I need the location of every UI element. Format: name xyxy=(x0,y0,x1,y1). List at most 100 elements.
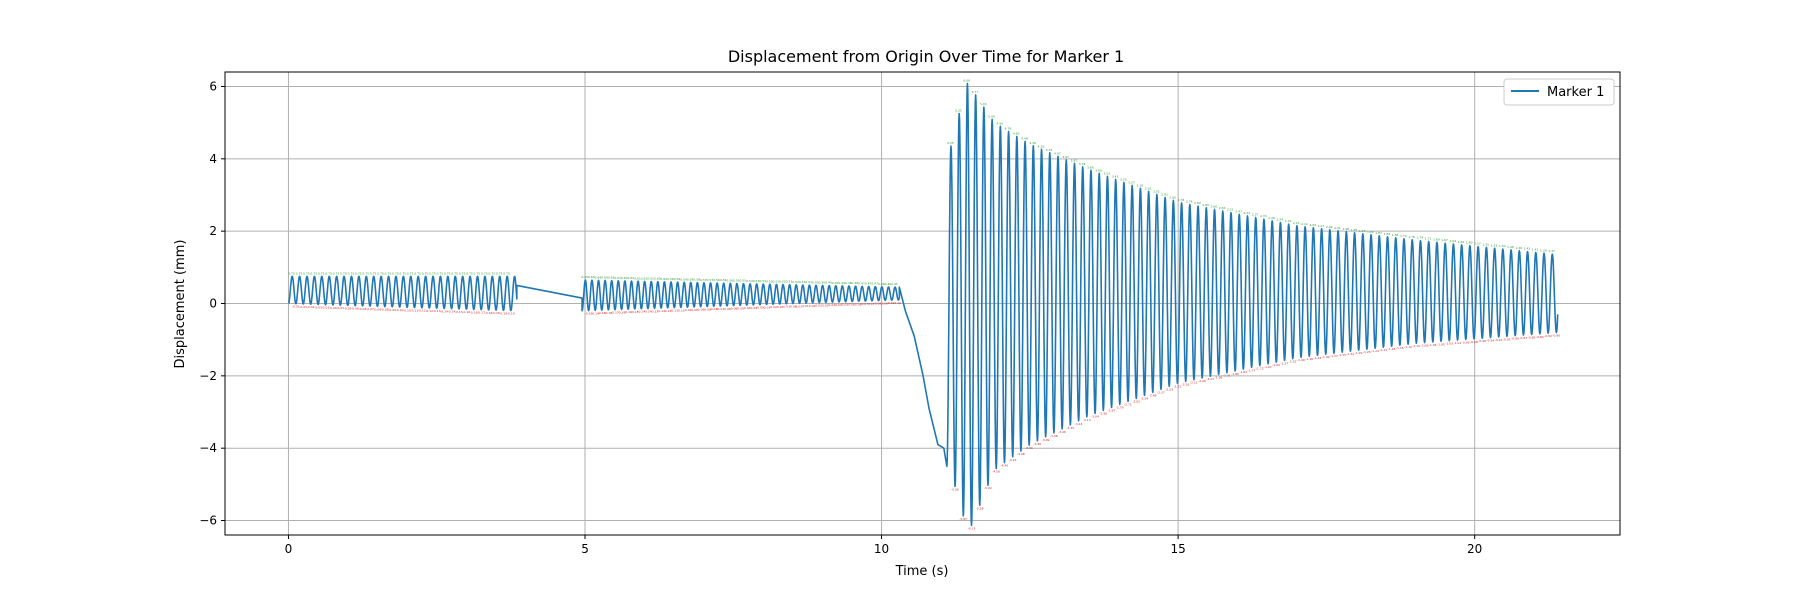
peak-marker: 1.50 xyxy=(1499,244,1506,248)
trough-marker: -0.11 xyxy=(677,308,685,312)
trough-marker: 0.04 xyxy=(835,303,842,307)
peak-marker: 5.43 xyxy=(980,102,987,106)
peak-marker: 1.98 xyxy=(1342,227,1349,231)
trough-marker: -2.29 xyxy=(1165,387,1173,391)
peak-marker: 3.68 xyxy=(1087,165,1094,169)
trough-marker: -0.03 xyxy=(763,305,771,309)
peak-marker: 0.61 xyxy=(641,276,648,280)
trough-marker: -1.43 xyxy=(1314,356,1322,360)
trough-marker: -0.09 xyxy=(697,308,705,312)
peak-marker: 1.95 xyxy=(1351,228,1358,232)
trough-marker: -0.18 xyxy=(598,311,606,315)
trough-marker: -3.35 xyxy=(1066,426,1074,430)
x-tick-label: 15 xyxy=(1170,542,1185,556)
trough-marker: -3.24 xyxy=(1075,422,1083,426)
peak-marker: 0.75 xyxy=(370,271,377,275)
peak-marker: 3.87 xyxy=(1071,158,1078,162)
trough-marker: -1.35 xyxy=(1338,353,1346,357)
peak-marker: 0.58 xyxy=(693,278,700,282)
peak-marker: 1.87 xyxy=(1375,231,1382,235)
trough-marker: -0.01 xyxy=(782,305,790,309)
trough-marker: -0.08 xyxy=(381,308,389,312)
trough-marker: -2.96 xyxy=(1099,411,1107,415)
peak-marker: 2.04 xyxy=(1326,225,1333,229)
trough-marker: -1.62 xyxy=(1272,363,1280,367)
peak-marker: 3.78 xyxy=(1079,162,1086,166)
peak-marker: 0.64 xyxy=(595,275,602,279)
trough-marker: -2.11 xyxy=(1190,381,1198,385)
trough-marker: -1.15 xyxy=(1396,346,1404,350)
trough-marker: -4.40 xyxy=(1000,464,1008,468)
peak-marker: 0.75 xyxy=(444,271,451,275)
trough-marker: -1.49 xyxy=(1297,358,1305,362)
y-tick-label: 6 xyxy=(209,79,217,93)
peak-marker: 3.35 xyxy=(1120,177,1127,181)
peak-marker: 2.15 xyxy=(1293,221,1300,225)
trough-marker: -2.21 xyxy=(1173,384,1181,388)
trough-marker: 0.04 xyxy=(828,303,835,307)
trough-marker: -0.80 xyxy=(1552,334,1560,338)
trough-marker: -0.16 xyxy=(470,310,478,314)
trough-marker: 0.08 xyxy=(875,302,882,306)
peak-marker: 2.12 xyxy=(1301,222,1308,226)
trough-marker: -1.67 xyxy=(1264,365,1272,369)
trough-marker: -0.06 xyxy=(359,307,367,311)
peak-marker: 5.09 xyxy=(988,114,995,118)
peak-marker: 0.75 xyxy=(414,271,421,275)
peak-marker: 0.64 xyxy=(588,275,595,279)
peak-marker: 0.48 xyxy=(852,281,859,285)
trough-marker: -0.19 xyxy=(507,312,515,316)
x-tick-label: 0 xyxy=(285,542,293,556)
trough-marker: -0.19 xyxy=(591,311,599,315)
peak-marker: 4.26 xyxy=(1038,144,1045,148)
trough-marker: -0.08 xyxy=(703,307,711,311)
peak-marker: 0.57 xyxy=(707,278,714,282)
peak-marker: 2.78 xyxy=(1178,198,1185,202)
trough-marker: 0.10 xyxy=(894,301,901,305)
peak-marker: 2.74 xyxy=(1186,200,1193,204)
trough-marker: -0.13 xyxy=(433,309,441,313)
trough-marker: 0.06 xyxy=(848,302,855,306)
trough-marker: -6.13 xyxy=(968,526,976,530)
peak-marker: 4.07 xyxy=(1054,151,1061,155)
trough-marker: -0.12 xyxy=(418,309,426,313)
trough-marker: -0.03 xyxy=(322,306,330,310)
peak-marker: 0.45 xyxy=(891,282,898,286)
y-tick-label: 0 xyxy=(209,297,217,311)
x-tick-label: 5 xyxy=(581,542,589,556)
trough-marker: 0.07 xyxy=(868,302,875,306)
trough-marker: 0.03 xyxy=(822,303,829,307)
peak-marker: 4.76 xyxy=(1005,126,1012,130)
peak-marker: 2.65 xyxy=(1202,203,1209,207)
chart-title: Displacement from Origin Over Time for M… xyxy=(728,47,1124,66)
peak-marker: 1.37 xyxy=(1548,249,1555,253)
peak-marker: 0.50 xyxy=(812,280,819,284)
peak-marker: 0.75 xyxy=(325,271,332,275)
peak-marker: 0.58 xyxy=(687,277,694,281)
trough-marker: 0.07 xyxy=(861,302,868,306)
peak-marker: 1.82 xyxy=(1392,233,1399,237)
trough-marker: -1.08 xyxy=(1421,344,1429,348)
peak-marker: 5.77 xyxy=(972,90,979,94)
trough-marker: -0.13 xyxy=(651,309,659,313)
trough-marker: -0.18 xyxy=(492,311,500,315)
peak-marker: 2.93 xyxy=(1161,192,1168,196)
trough-marker: -1.96 xyxy=(1215,375,1223,379)
trough-marker: -1.06 xyxy=(1429,343,1437,347)
peak-marker: 1.67 xyxy=(1441,238,1448,242)
trough-marker: -0.00 xyxy=(789,305,797,309)
peak-marker: 0.49 xyxy=(838,281,845,285)
trough-marker: -0.12 xyxy=(425,309,433,313)
trough-marker: -1.18 xyxy=(1388,347,1396,351)
trough-marker: -0.16 xyxy=(462,310,470,314)
peak-marker: 0.64 xyxy=(601,276,608,280)
trough-marker: -1.40 xyxy=(1322,355,1330,359)
peak-marker: 0.75 xyxy=(355,271,362,275)
trough-marker: -1.52 xyxy=(1289,360,1297,364)
peak-marker: 0.54 xyxy=(746,279,753,283)
peak-marker: 1.79 xyxy=(1400,234,1407,238)
peak-marker: 0.47 xyxy=(865,282,872,286)
trough-marker: -0.05 xyxy=(336,306,344,310)
peak-marker: 0.51 xyxy=(799,280,806,284)
peak-marker: 1.71 xyxy=(1425,237,1432,241)
